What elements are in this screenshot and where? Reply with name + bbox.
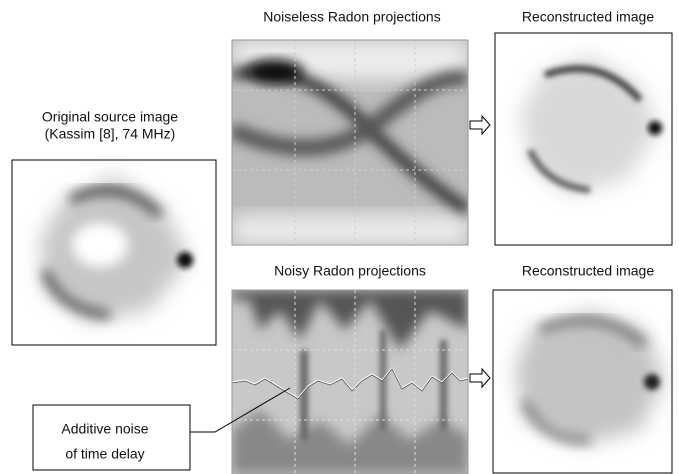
- reconstructed-title: Reconstructed image: [522, 9, 655, 25]
- reconstructed-image: [493, 290, 672, 473]
- noiseless-title: Noiseless Radon projections: [263, 9, 440, 25]
- callout-text: Additive noise: [61, 421, 148, 437]
- figure: Original source image (Kassim [8], 74 MH…: [0, 0, 679, 474]
- noisy-title: Noisy Radon projections: [274, 263, 426, 279]
- original-image: [12, 160, 216, 345]
- original-subtitle: (Kassim [8], 74 MHz): [45, 126, 176, 142]
- callout-text: of time delay: [65, 446, 144, 462]
- original-title: Original source image: [42, 109, 178, 125]
- noisy-sinogram: [232, 290, 468, 474]
- noiseless-sinogram: [232, 40, 468, 245]
- arrow: [470, 116, 490, 134]
- arrow: [470, 369, 490, 387]
- reconstructed-title: Reconstructed image: [522, 263, 655, 279]
- reconstructed-image: [495, 33, 672, 245]
